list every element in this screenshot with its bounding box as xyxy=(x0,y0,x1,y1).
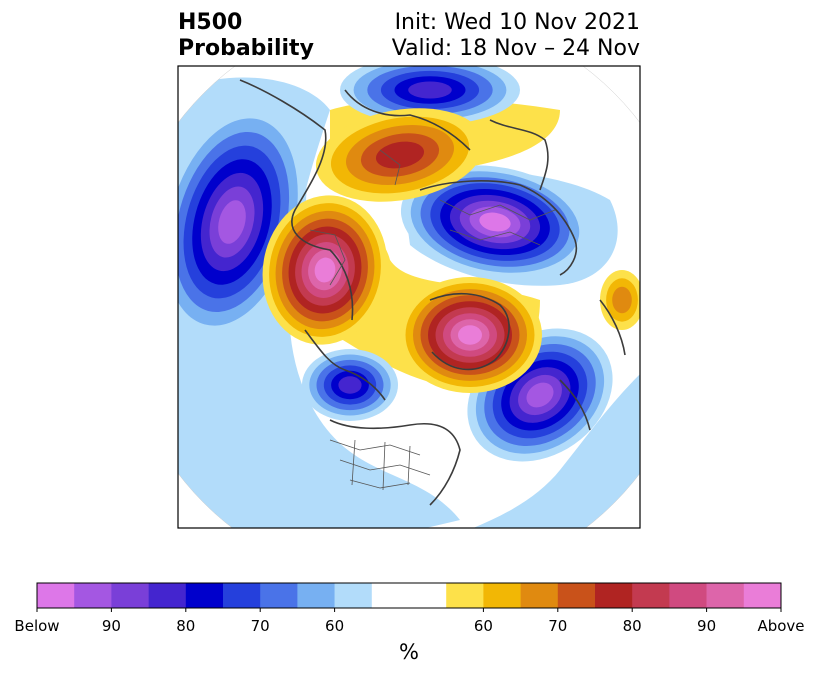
colorbar-segment xyxy=(297,583,335,608)
colorbar-segment xyxy=(185,583,224,608)
coastlines xyxy=(239,79,626,506)
colorbar-unit: % xyxy=(399,640,419,664)
colorbar-segment xyxy=(520,583,559,608)
colorbar-segment xyxy=(148,583,187,608)
colorbar-segment xyxy=(595,583,633,608)
eastern-asia-low-contour-8 xyxy=(218,200,246,244)
colorbar-tick-label: 90 xyxy=(697,617,717,635)
colorbar xyxy=(36,582,782,612)
alaska-low-contour-6 xyxy=(408,81,452,99)
colorbar-tick-label: 70 xyxy=(548,617,568,635)
colorbar-segment xyxy=(483,583,521,608)
eastern-asia-low xyxy=(178,104,307,340)
colorbar-segment xyxy=(260,583,298,608)
colorbar-tick-label: Below xyxy=(14,617,60,635)
colorbar-tick-label: 80 xyxy=(622,617,642,635)
colorbar-segment xyxy=(632,583,670,608)
western-north-america-low xyxy=(302,349,398,421)
colorbar-segment xyxy=(334,583,373,608)
siberia-high-contour-9 xyxy=(314,257,336,283)
colorbar-tick-label: 60 xyxy=(325,617,345,635)
probability-field xyxy=(178,66,640,528)
colorbar-segment xyxy=(223,583,261,608)
colorbar-tick-label: Above xyxy=(757,617,805,635)
colorbar-segment xyxy=(446,583,484,608)
colorbar-segment xyxy=(37,583,75,608)
eastern-europe-high-contour-3 xyxy=(612,286,632,314)
title-variable: H500 xyxy=(178,10,243,35)
colorbar-segment xyxy=(74,583,112,608)
map-title-right: Init: Wed 10 Nov 2021 Valid: 18 Nov – 24… xyxy=(392,10,640,62)
colorbar-segment xyxy=(743,583,782,608)
colorbar-tick-label: 80 xyxy=(176,617,196,635)
colorbar-tick-label: 90 xyxy=(101,617,121,635)
country-borders xyxy=(309,149,556,491)
alaska-low xyxy=(340,66,520,125)
init-time: Init: Wed 10 Nov 2021 xyxy=(394,10,640,35)
greenland-high xyxy=(398,277,542,393)
map-frame xyxy=(177,65,641,529)
eastern-pacific-low-contour-9 xyxy=(479,212,511,232)
western-north-america-low-contour-6 xyxy=(338,376,362,394)
colorbar-border xyxy=(36,582,782,609)
colorbar-tick-label: 70 xyxy=(250,617,270,635)
arctic-high-contour-5 xyxy=(375,141,425,169)
valid-period: Valid: 18 Nov – 24 Nov xyxy=(391,36,640,61)
eastern-europe-high xyxy=(600,270,640,330)
colorbar-tick-label: 60 xyxy=(473,617,493,635)
colorbar-segment xyxy=(409,583,447,608)
colorbar-segment xyxy=(669,583,707,608)
colorbar-segment xyxy=(371,583,410,608)
eastern-pacific-low xyxy=(400,165,590,279)
colorbar-segment xyxy=(111,583,149,608)
cold-swath-south xyxy=(380,330,640,528)
map-panel xyxy=(178,66,640,528)
greenland-high-contour-9 xyxy=(458,325,482,345)
northern-europe-low-contour-8 xyxy=(526,382,554,408)
arctic-high xyxy=(315,108,485,202)
title-product: Probability xyxy=(178,36,314,61)
colorbar-segment xyxy=(557,583,596,608)
colorbar-segment xyxy=(706,583,745,608)
map-title-left: H500 Probability xyxy=(178,10,314,62)
